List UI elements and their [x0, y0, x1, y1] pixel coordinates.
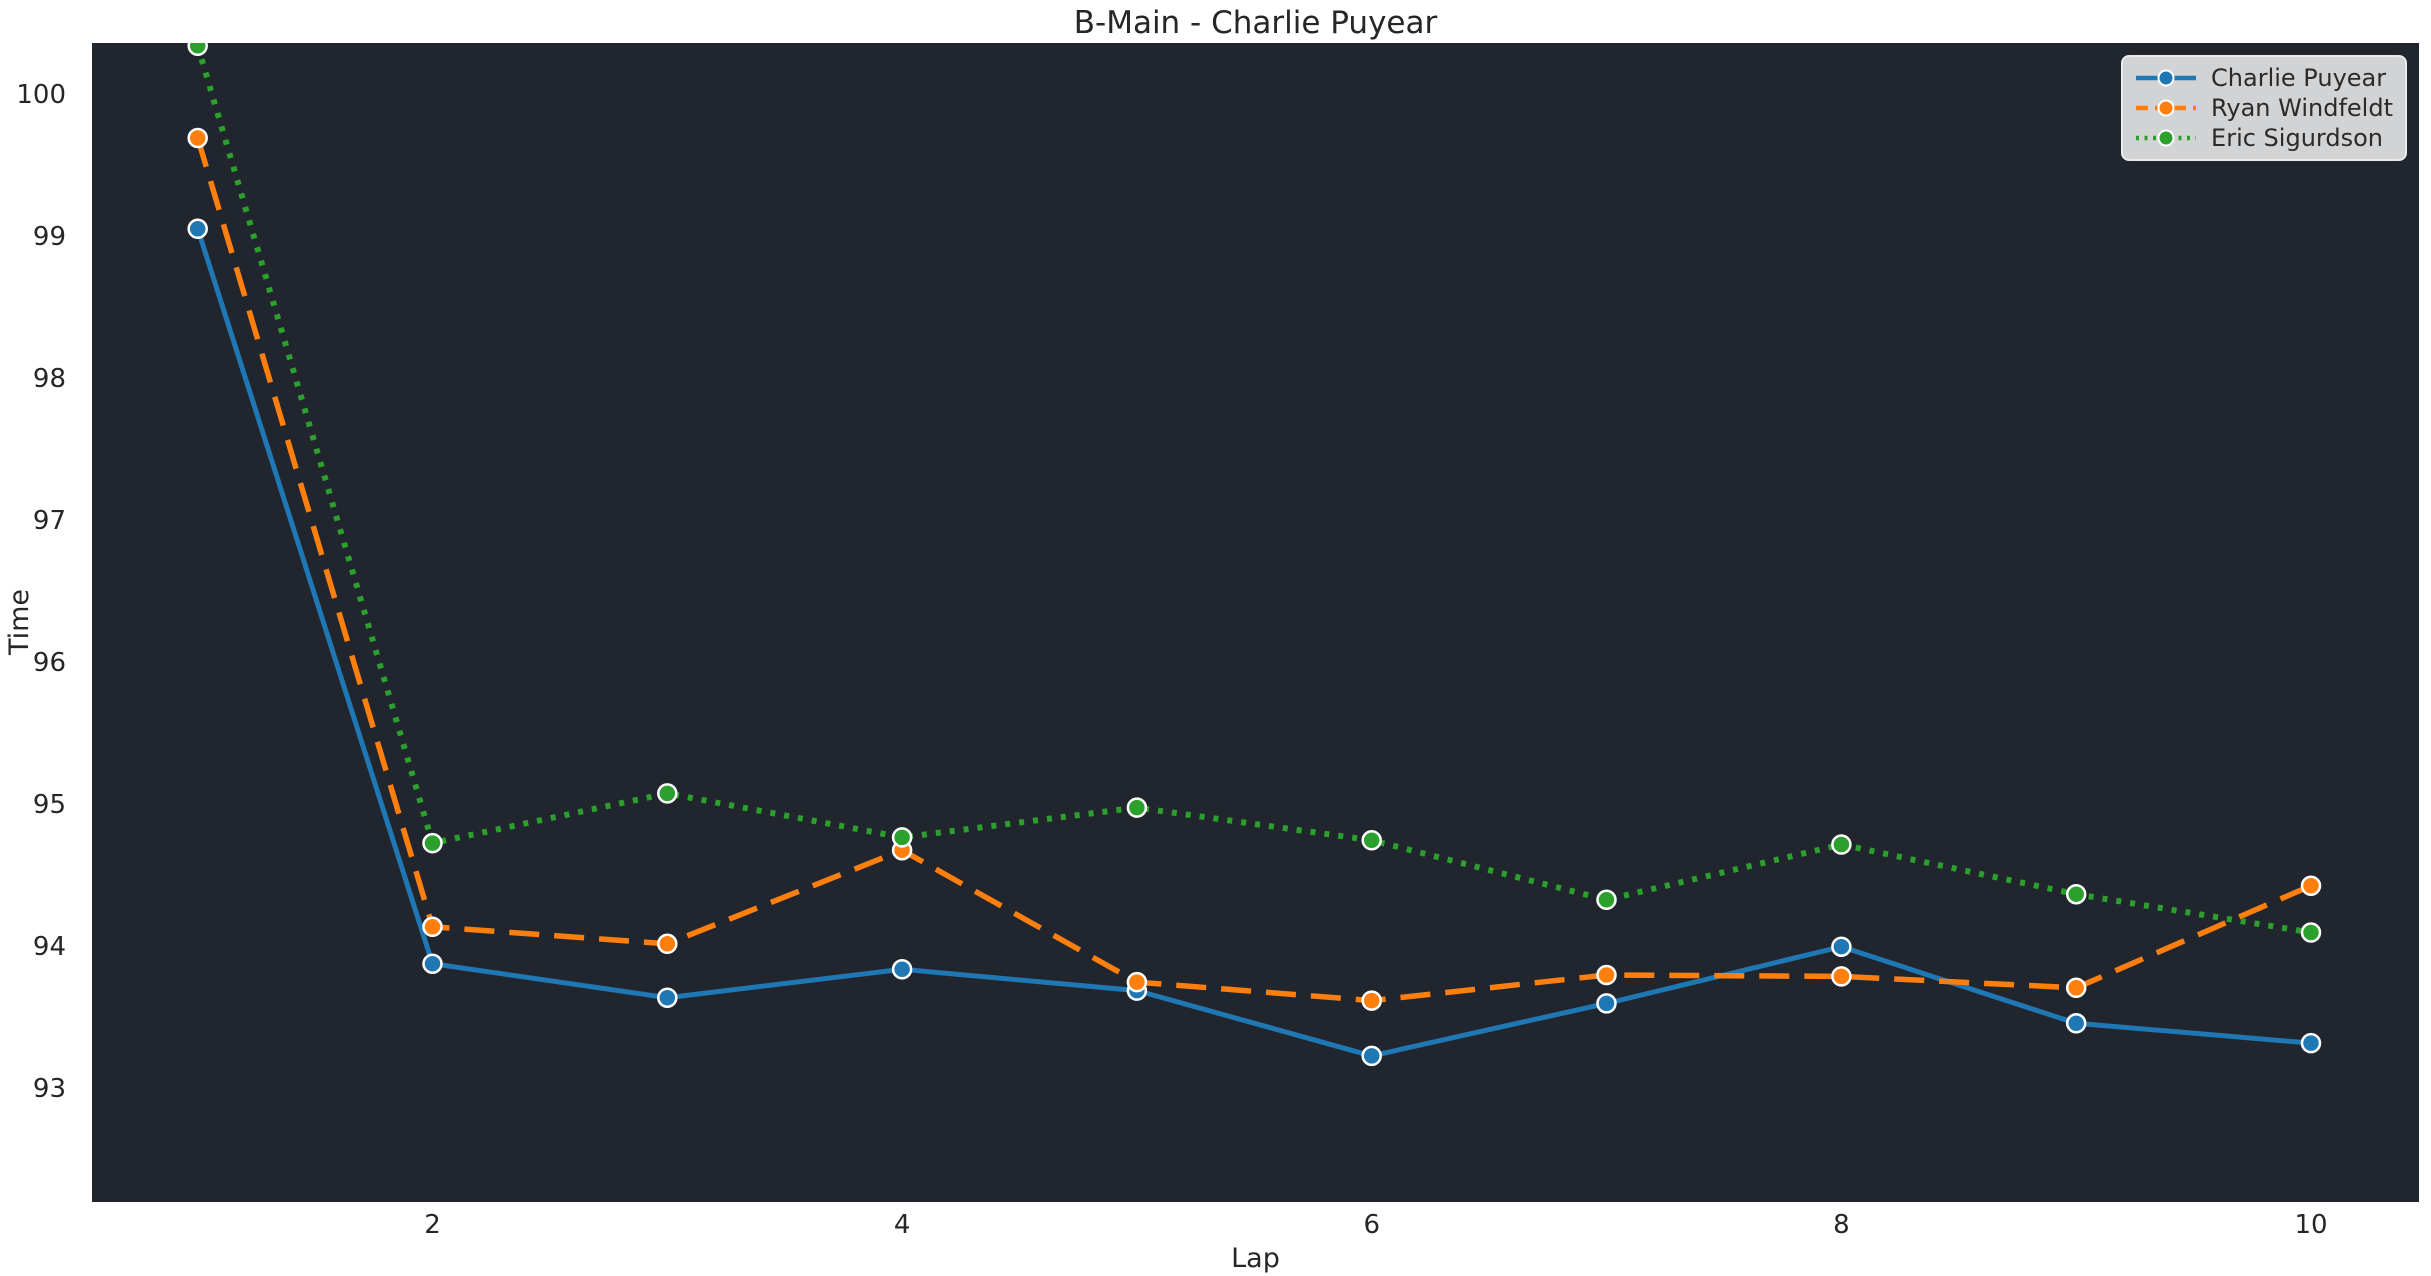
y-tick-label: 95	[32, 789, 66, 820]
series-line-eric-sigurdson	[194, 44, 2312, 936]
y-axis-ticks: 93 94 95 96 97 98 99 100	[0, 43, 80, 1202]
data-point-eric-sigurdson	[657, 783, 678, 804]
x-axis-ticks: 2 4 6 8 10	[92, 1210, 2419, 1242]
y-tick-label: 96	[32, 647, 66, 678]
x-tick-label: 6	[1363, 1210, 1380, 1240]
data-point-eric-sigurdson	[422, 832, 443, 854]
data-point-charlie-puyear	[891, 959, 913, 980]
data-point-charlie-puyear	[1831, 936, 1852, 957]
x-tick-label: 2	[424, 1210, 441, 1240]
data-point-eric-sigurdson	[1596, 889, 1617, 911]
legend-label: Ryan Windfeldt	[2211, 94, 2393, 122]
data-point-ryan-windfeldt	[187, 127, 208, 149]
data-point-ryan-windfeldt	[1831, 966, 1852, 987]
data-point-charlie-puyear	[2065, 1013, 2087, 1034]
plot-area	[92, 43, 2419, 1202]
x-axis-label: Lap	[1231, 1243, 1280, 1274]
data-point-ryan-windfeldt	[2300, 875, 2322, 896]
y-tick-label: 99	[32, 222, 66, 253]
data-point-eric-sigurdson	[1126, 797, 1148, 818]
plot-area-svg	[187, 43, 2322, 1067]
data-point-charlie-puyear	[187, 218, 208, 240]
data-point-ryan-windfeldt	[1361, 990, 1382, 1011]
data-point-eric-sigurdson	[1831, 834, 1852, 855]
x-tick-label: 4	[893, 1210, 911, 1240]
y-tick-label: 97	[32, 506, 66, 537]
y-tick-label: 94	[32, 931, 66, 962]
data-point-charlie-puyear	[657, 987, 678, 1008]
legend-line-sample-charlie-puyear	[2136, 69, 2197, 87]
legend-line-sample-ryan-windfeldt	[2136, 99, 2197, 117]
data-point-eric-sigurdson	[2065, 883, 2087, 905]
data-point-ryan-windfeldt	[1596, 964, 1617, 986]
data-point-charlie-puyear	[1596, 993, 1617, 1014]
data-point-eric-sigurdson	[891, 827, 913, 848]
data-point-charlie-puyear	[2300, 1032, 2322, 1054]
legend-label: Eric Sigurdson	[2211, 124, 2383, 152]
y-tick-label: 93	[32, 1073, 66, 1104]
legend-label: Charlie Puyear	[2211, 64, 2387, 92]
legend-item-eric-sigurdson: Eric Sigurdson	[2133, 123, 2393, 153]
legend-item-charlie-puyear: Charlie Puyear	[2133, 63, 2393, 93]
data-point-ryan-windfeldt	[657, 933, 678, 955]
legend-item-ryan-windfeldt: Ryan Windfeldt	[2133, 93, 2393, 123]
series-line-charlie-puyear	[195, 228, 2312, 1059]
data-point-charlie-puyear	[1361, 1045, 1382, 1067]
data-point-eric-sigurdson	[2300, 922, 2322, 943]
x-tick-label: 10	[2294, 1210, 2328, 1240]
data-point-eric-sigurdson	[187, 43, 208, 57]
x-tick-label: 8	[1833, 1210, 1850, 1240]
y-tick-label: 100	[16, 80, 66, 111]
series-line-ryan-windfeldt	[195, 137, 2313, 1004]
legend-line-sample-eric-sigurdson	[2136, 129, 2197, 147]
y-tick-label: 98	[32, 364, 66, 395]
data-point-eric-sigurdson	[1361, 830, 1382, 851]
legend: Charlie Puyear Ryan Windfeldt Eric Sigurds…	[2121, 55, 2407, 161]
data-point-ryan-windfeldt	[2065, 977, 2087, 999]
data-point-charlie-puyear	[422, 953, 443, 974]
data-point-ryan-windfeldt	[422, 916, 443, 938]
chart-title: B-Main - Charlie Puyear	[1073, 5, 1438, 41]
data-point-ryan-windfeldt	[1126, 971, 1148, 993]
